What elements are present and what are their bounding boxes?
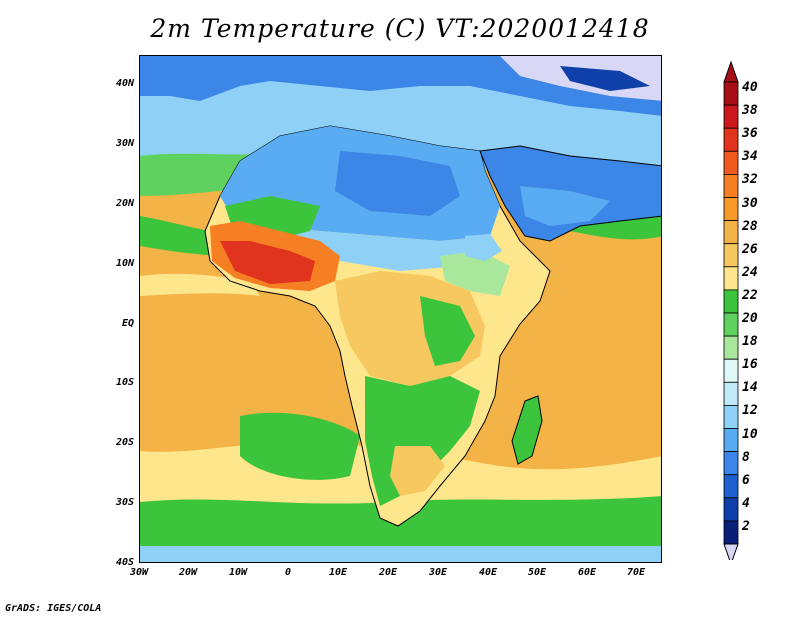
colorbar-tick-label: 6	[742, 472, 750, 488]
colorbar-bottom-triangle	[723, 543, 739, 560]
lon-tick-label: 30E	[428, 567, 448, 578]
lat-tick-label: 40N	[115, 78, 134, 89]
lon-tick-label: 20E	[378, 567, 398, 578]
colorbar-segment	[723, 127, 739, 152]
lon-tick-label: 40E	[478, 567, 498, 578]
lat-tick-label: 20N	[115, 198, 134, 209]
colorbar-tick-label: 18	[742, 334, 758, 350]
lon-tick-label: 60E	[577, 567, 597, 578]
caspian-cold-core	[560, 66, 650, 91]
colorbar-segment	[723, 381, 739, 406]
south-africa-warm	[390, 446, 445, 496]
colorbar-segment	[723, 197, 739, 222]
lat-tick-label: 10N	[115, 258, 134, 269]
lat-tick-label: 10S	[115, 377, 134, 388]
madagascar	[511, 395, 543, 465]
colorbar-segment	[723, 289, 739, 314]
colorbar-segment	[723, 474, 739, 499]
colorbar-tick-label: 22	[742, 287, 758, 303]
west-africa-hottest	[220, 241, 315, 284]
colorbar-segment	[723, 174, 739, 198]
lat-tick-label: 40S	[115, 557, 134, 568]
credit-text: GrADS: IGES/COLA	[5, 603, 102, 614]
colorbar-tick-label: 38	[742, 103, 758, 119]
ethiopian-highlands	[440, 251, 510, 296]
colorbar-tick-label: 40	[742, 80, 758, 95]
sahara-colder-core	[335, 151, 460, 216]
colorbar-segment	[723, 266, 739, 291]
colorbar-tick-label: 8	[742, 449, 750, 465]
ocean-southern-cold	[140, 541, 661, 562]
lon-tick-label: 10W	[228, 567, 248, 578]
colorbar-segment	[723, 312, 739, 337]
colorbar-segment	[723, 451, 739, 476]
colorbar-tick-label: 30	[742, 195, 758, 211]
arabia-interior	[520, 186, 610, 226]
colorbar-tick-label: 16	[742, 357, 758, 373]
colorbar	[723, 60, 739, 560]
colorbar-tick-label: 12	[742, 403, 758, 419]
colorbar-segment	[723, 104, 739, 129]
colorbar-segment	[723, 497, 739, 522]
great-lakes-green	[420, 296, 475, 366]
ocean-atlantic-green-patch	[240, 412, 360, 480]
lon-tick-label: 70E	[626, 567, 646, 578]
colorbar-tick-label: 32	[742, 172, 758, 188]
colorbar-tick-label: 4	[742, 495, 750, 511]
temperature-map	[139, 55, 662, 563]
lon-tick-label: 10E	[328, 567, 348, 578]
lat-tick-label: 20S	[115, 437, 134, 448]
colorbar-tick-label: 10	[742, 426, 758, 442]
colorbar-segment	[723, 335, 739, 360]
colorbar-segment	[723, 81, 739, 106]
colorbar-tick-label: 36	[742, 126, 758, 142]
colorbar-tick-label: 24	[742, 264, 758, 280]
colorbar-top-triangle	[723, 60, 739, 83]
colorbar-segment	[723, 428, 739, 453]
colorbar-segment	[723, 150, 739, 175]
colorbar-segment	[723, 404, 739, 429]
lat-tick-label: 30N	[115, 138, 134, 149]
colorbar-segment	[723, 243, 739, 268]
colorbar-tick-label: 28	[742, 218, 758, 234]
lat-tick-label: EQ	[121, 318, 134, 329]
lon-tick-label: 0	[284, 567, 292, 578]
lat-tick-label: 30S	[115, 497, 134, 508]
lon-tick-label: 50E	[527, 567, 547, 578]
map-title: 2m Temperature (C) VT:2020012418	[150, 14, 650, 43]
map-canvas	[140, 56, 661, 562]
lon-tick-label: 30W	[129, 567, 149, 578]
colorbar-tick-label: 34	[742, 149, 758, 165]
colorbar-segment	[723, 220, 739, 245]
colorbar-tick-label: 26	[742, 241, 758, 257]
colorbar-tick-label: 2	[742, 518, 750, 534]
colorbar-tick-label: 14	[742, 380, 758, 396]
colorbar-segment	[723, 520, 739, 545]
ethiopian-cool-core	[465, 234, 502, 261]
colorbar-tick-label: 20	[742, 311, 758, 326]
lon-tick-label: 20W	[178, 567, 198, 578]
colorbar-segment	[723, 358, 739, 383]
